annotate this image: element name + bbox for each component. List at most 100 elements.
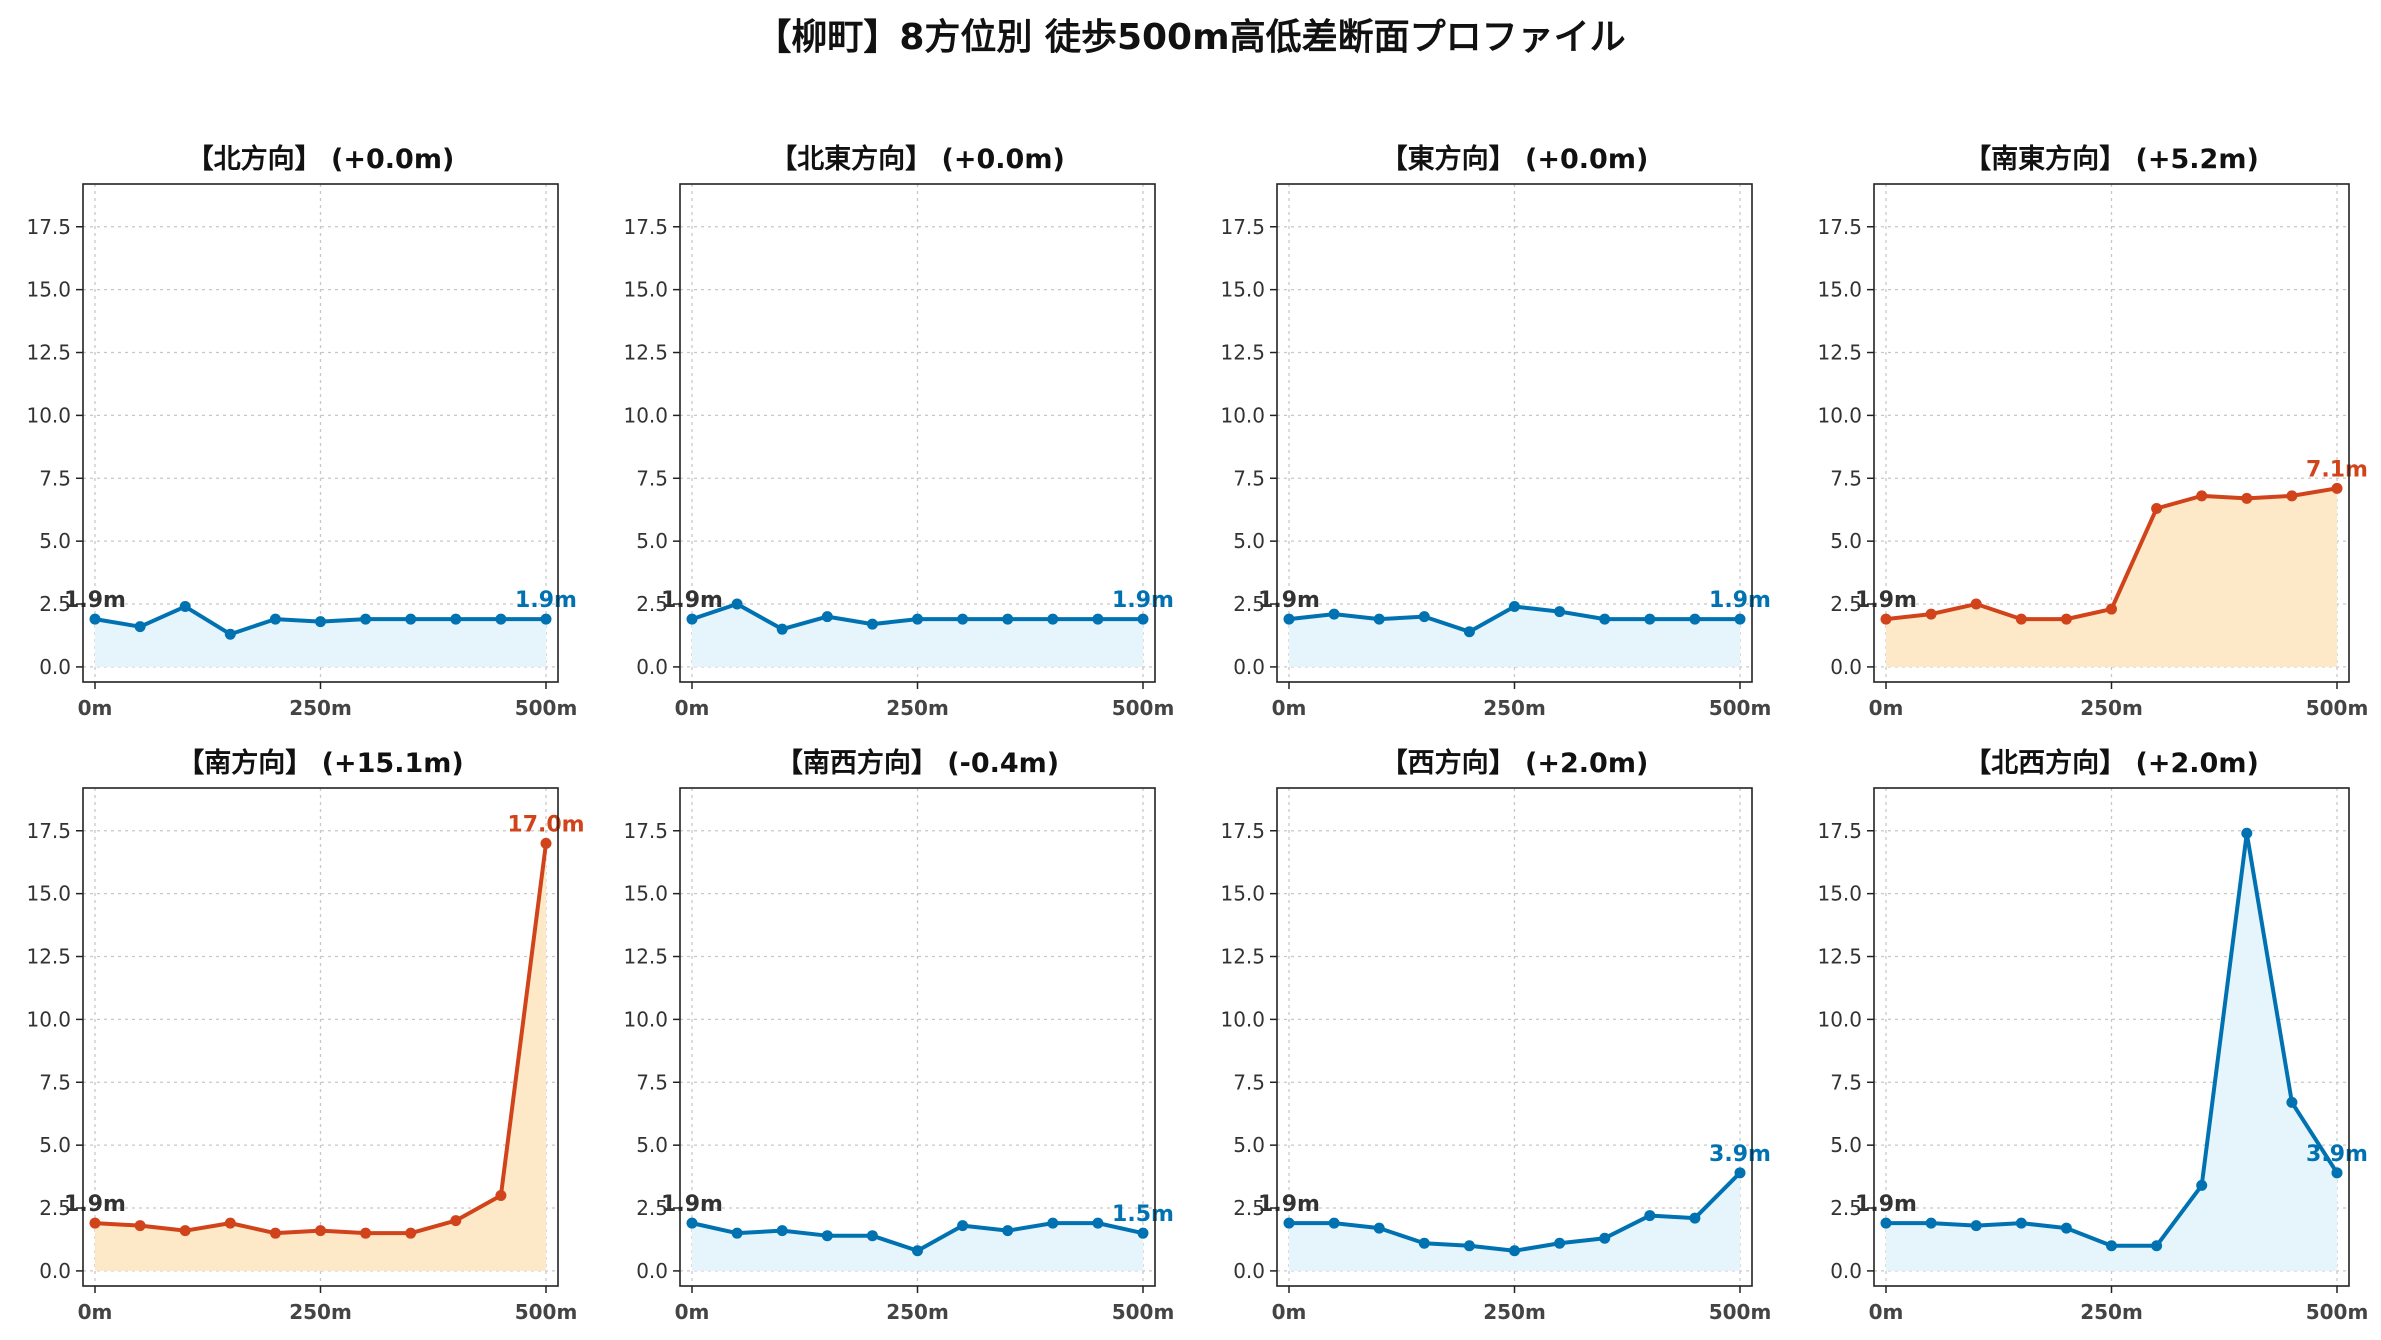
data-point: [405, 1227, 417, 1239]
data-point: [1328, 1217, 1340, 1229]
y-tick-label: 17.5: [1817, 819, 1862, 843]
subplot-title: 【北西方向】 (+2.0m): [1964, 747, 2259, 779]
start-label: 1.9m: [661, 1192, 723, 1217]
subplot-title: 【北方向】 (+0.0m): [187, 143, 455, 175]
y-tick-label: 10.0: [1817, 403, 1862, 427]
y-tick-label: 17.5: [1220, 215, 1265, 239]
y-tick-label: 15.0: [1220, 882, 1265, 906]
data-point: [1137, 613, 1149, 625]
data-point: [2196, 1179, 2208, 1191]
data-point: [1644, 1210, 1656, 1222]
y-tick-label: 0.0: [1233, 1259, 1265, 1283]
x-tick-label: 250m: [289, 696, 352, 720]
y-tick-label: 2.5: [636, 592, 668, 616]
data-point: [2196, 490, 2208, 502]
data-point: [1463, 626, 1475, 638]
data-point: [1509, 601, 1520, 613]
y-tick-label: 5.0: [636, 1133, 668, 1157]
data-point: [2331, 482, 2343, 494]
end-label: 1.9m: [515, 588, 577, 613]
y-tick-label: 7.5: [1233, 1070, 1265, 1094]
y-tick-label: 5.0: [1233, 1133, 1265, 1157]
x-tick-label: 0m: [1272, 696, 1307, 720]
axes-frame: [1873, 787, 2350, 1287]
data-point: [2241, 827, 2253, 839]
end-label: 1.9m: [1709, 588, 1771, 613]
data-point: [1734, 613, 1746, 625]
y-tick-label: 5.0: [1233, 529, 1265, 553]
data-point: [776, 623, 788, 635]
x-tick-label: 500m: [2306, 696, 2369, 720]
x-tick-label: 0m: [78, 1300, 113, 1324]
data-point: [1880, 1217, 1892, 1229]
y-tick-label: 0.0: [39, 655, 71, 679]
data-point: [405, 613, 417, 625]
subplot-title: 【南西方向】 (-0.4m): [776, 747, 1059, 779]
x-tick-label: 0m: [675, 696, 710, 720]
data-point: [2286, 1096, 2298, 1108]
data-point: [1554, 1237, 1566, 1249]
elevation-area: [1886, 488, 2337, 667]
data-point: [224, 1217, 236, 1229]
axes-frame: [1276, 183, 1753, 683]
y-tick-label: 7.5: [636, 1070, 668, 1094]
data-point: [1418, 1237, 1430, 1249]
data-point: [1373, 613, 1385, 625]
y-tick-label: 0.0: [1830, 1259, 1862, 1283]
axes-frame: [82, 787, 559, 1287]
y-tick-label: 12.5: [26, 341, 71, 365]
y-tick-label: 2.5: [1233, 1196, 1265, 1220]
data-point: [360, 1227, 372, 1239]
y-tick-label: 0.0: [1233, 655, 1265, 679]
y-tick-label: 5.0: [1830, 529, 1862, 553]
y-tick-label: 12.5: [1817, 945, 1862, 969]
data-point: [2060, 613, 2072, 625]
data-point: [2060, 1222, 2072, 1234]
y-tick-label: 7.5: [1233, 466, 1265, 490]
data-point: [2286, 490, 2298, 502]
data-point: [2015, 1217, 2027, 1229]
end-label: 1.9m: [1112, 588, 1174, 613]
y-tick-label: 17.5: [26, 215, 71, 239]
y-tick-label: 12.5: [1817, 341, 1862, 365]
data-point: [2106, 1240, 2117, 1252]
data-point: [2151, 1240, 2163, 1252]
data-point: [450, 1215, 462, 1227]
end-label: 1.5m: [1112, 1202, 1174, 1227]
elevation-area: [1289, 1172, 1740, 1271]
x-tick-label: 250m: [886, 696, 949, 720]
y-tick-label: 10.0: [26, 1007, 71, 1031]
y-tick-label: 12.5: [623, 945, 668, 969]
axes-frame: [1276, 787, 1753, 1287]
y-tick-label: 15.0: [26, 882, 71, 906]
data-point: [1283, 1217, 1295, 1229]
y-tick-label: 2.5: [636, 1196, 668, 1220]
y-tick-label: 10.0: [1817, 1007, 1862, 1031]
x-tick-label: 500m: [1709, 696, 1772, 720]
data-point: [866, 618, 878, 630]
data-point: [1137, 1227, 1149, 1239]
data-point: [179, 1225, 191, 1237]
x-tick-label: 250m: [2080, 1300, 2143, 1324]
data-point: [1092, 613, 1104, 625]
x-tick-label: 500m: [1112, 696, 1175, 720]
data-point: [89, 613, 101, 625]
x-tick-label: 250m: [2080, 696, 2143, 720]
subplot-title: 【東方向】 (+0.0m): [1381, 143, 1649, 175]
y-tick-label: 12.5: [623, 341, 668, 365]
y-tick-label: 15.0: [26, 278, 71, 302]
data-point: [1689, 613, 1701, 625]
data-point: [450, 613, 462, 625]
x-tick-label: 250m: [1483, 1300, 1546, 1324]
data-point: [1599, 613, 1611, 625]
data-point: [1734, 1167, 1746, 1179]
data-point: [1644, 613, 1656, 625]
y-tick-label: 5.0: [39, 1133, 71, 1157]
x-tick-label: 0m: [1869, 1300, 1904, 1324]
x-tick-label: 250m: [886, 1300, 949, 1324]
y-tick-label: 12.5: [1220, 945, 1265, 969]
data-point: [1328, 608, 1340, 620]
data-point: [686, 1217, 698, 1229]
subplot-title: 【南方向】 (+15.1m): [177, 747, 463, 779]
